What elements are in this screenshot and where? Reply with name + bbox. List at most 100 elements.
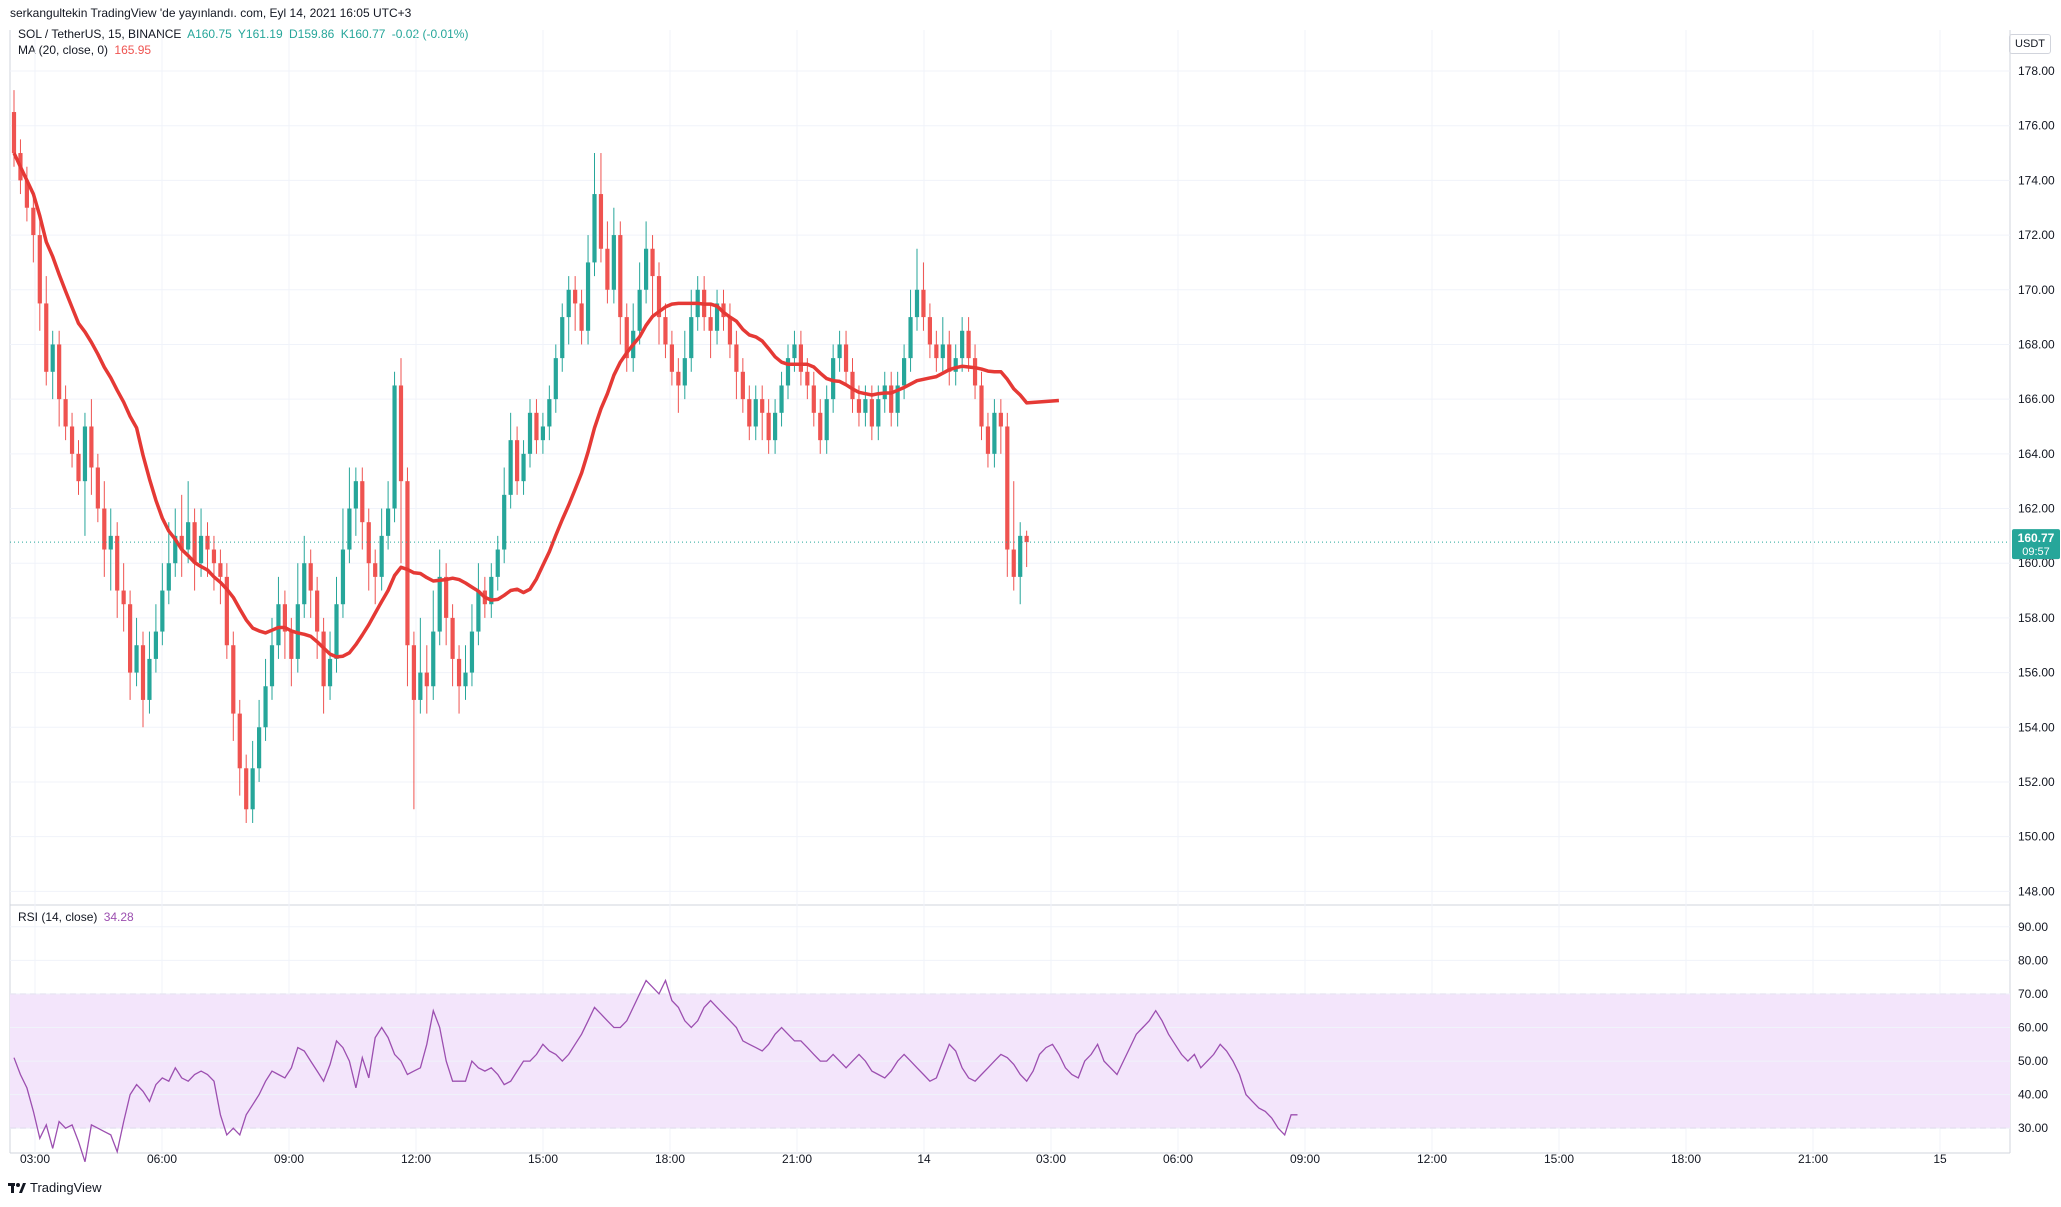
- candle-body: [211, 549, 217, 564]
- candle-body: [431, 631, 436, 687]
- candle-body: [69, 426, 75, 454]
- candle-body: [257, 727, 262, 769]
- candle-body: [734, 344, 739, 372]
- candle-body: [573, 289, 578, 304]
- candle-body: [914, 289, 920, 318]
- candle-body: [773, 412, 778, 441]
- candle-body: [347, 508, 352, 550]
- candle-body: [566, 289, 571, 318]
- candle-body: [843, 344, 849, 372]
- candle-body: [334, 604, 339, 659]
- candle-body: [527, 412, 533, 454]
- open-value: A160.75: [187, 27, 232, 41]
- candle-body: [102, 508, 107, 550]
- symbol-name: SOL / TetherUS, 15, BINANCE: [18, 27, 182, 41]
- candle-body: [753, 399, 758, 427]
- candle-body: [779, 385, 784, 413]
- rsi-tick-label: 90.00: [2018, 920, 2048, 934]
- candle-body: [366, 522, 371, 564]
- candle-body: [231, 645, 236, 714]
- price-tick-label: 152.00: [2018, 775, 2055, 789]
- candle-body: [766, 412, 771, 441]
- candle-body: [650, 248, 655, 277]
- candle-body: [386, 508, 391, 536]
- footer-brand[interactable]: TradingView: [8, 1180, 102, 1195]
- candle-body: [128, 604, 133, 673]
- candle-body: [89, 426, 94, 468]
- candle-body: [153, 631, 158, 659]
- candle-body: [740, 371, 745, 400]
- candle-body: [424, 672, 429, 687]
- price-tick-label: 150.00: [2018, 830, 2055, 844]
- candle-body: [850, 371, 855, 400]
- time-tick-label: 18:00: [655, 1152, 685, 1166]
- candle-body: [173, 535, 178, 564]
- candle-body: [411, 645, 416, 700]
- candle-body: [315, 590, 320, 632]
- price-tick-label: 174.00: [2018, 173, 2055, 187]
- price-tick-label: 164.00: [2018, 447, 2055, 461]
- price-tick-label: 160.00: [2018, 556, 2055, 570]
- currency-tag[interactable]: USDT: [2009, 34, 2051, 54]
- candle-body: [824, 399, 829, 441]
- candle-body: [115, 535, 120, 591]
- rsi-tick-label: 50.00: [2018, 1054, 2048, 1068]
- price-tick-label: 162.00: [2018, 502, 2055, 516]
- candle-body: [321, 631, 326, 687]
- candle-body: [1005, 426, 1010, 550]
- candle-body: [44, 303, 49, 372]
- candle-body: [560, 317, 565, 359]
- candle-body: [121, 590, 126, 605]
- candle-body: [166, 563, 171, 591]
- candle-body: [605, 248, 610, 290]
- candle-body: [192, 522, 197, 564]
- rsi-tick-label: 60.00: [2018, 1021, 2048, 1035]
- candle-body: [624, 317, 629, 359]
- candle-body: [398, 385, 404, 482]
- ma-line: [12, 152, 1060, 659]
- footer-brand-label: TradingView: [30, 1180, 102, 1195]
- candle-body: [856, 399, 862, 413]
- candle-body: [966, 330, 971, 359]
- change-value: -0.02 (-0.01%): [391, 27, 469, 41]
- time-tick-label: 15:00: [1544, 1152, 1574, 1166]
- ma-legend: MA (20, close, 0) 165.95: [18, 43, 154, 57]
- candle-body: [863, 399, 868, 413]
- candle-body: [405, 481, 410, 646]
- price-tick-label: 176.00: [2018, 119, 2055, 133]
- candle-body: [198, 535, 204, 564]
- symbol-legend: SOL / TetherUS, 15, BINANCE A160.75 Y161…: [18, 27, 471, 41]
- candle-body: [811, 385, 816, 413]
- candle-body: [140, 645, 146, 700]
- candle-body: [515, 440, 520, 482]
- candle-body: [972, 358, 978, 386]
- price-tick-label: 166.00: [2018, 392, 2055, 406]
- candle-body: [218, 563, 223, 577]
- candle-body: [179, 535, 184, 550]
- candle-body: [444, 576, 449, 618]
- time-tick-label: 03:00: [1036, 1152, 1066, 1166]
- candle-body: [818, 412, 823, 441]
- candle-body: [302, 563, 307, 605]
- candle-body: [63, 399, 68, 427]
- high-value: Y161.19: [237, 27, 283, 41]
- candle-body: [947, 344, 952, 372]
- price-tick-label: 148.00: [2018, 884, 2055, 898]
- candle-body: [134, 645, 139, 673]
- time-tick-label: 09:00: [274, 1152, 304, 1166]
- candle-body: [237, 713, 242, 769]
- time-tick-label: 15: [1933, 1152, 1947, 1166]
- candle-body: [50, 344, 55, 372]
- candle-body: [205, 535, 210, 550]
- candle-body: [708, 317, 713, 331]
- candle-body: [689, 317, 694, 359]
- tradingview-logo-icon: [8, 1182, 26, 1193]
- candle-body: [927, 317, 932, 345]
- rsi-value: 34.28: [103, 910, 134, 924]
- ma-value: 165.95: [114, 43, 152, 57]
- candle-body: [985, 426, 991, 454]
- candle-body: [31, 207, 36, 236]
- candle-body: [785, 358, 791, 386]
- last-price-value: 160.77: [2018, 531, 2055, 545]
